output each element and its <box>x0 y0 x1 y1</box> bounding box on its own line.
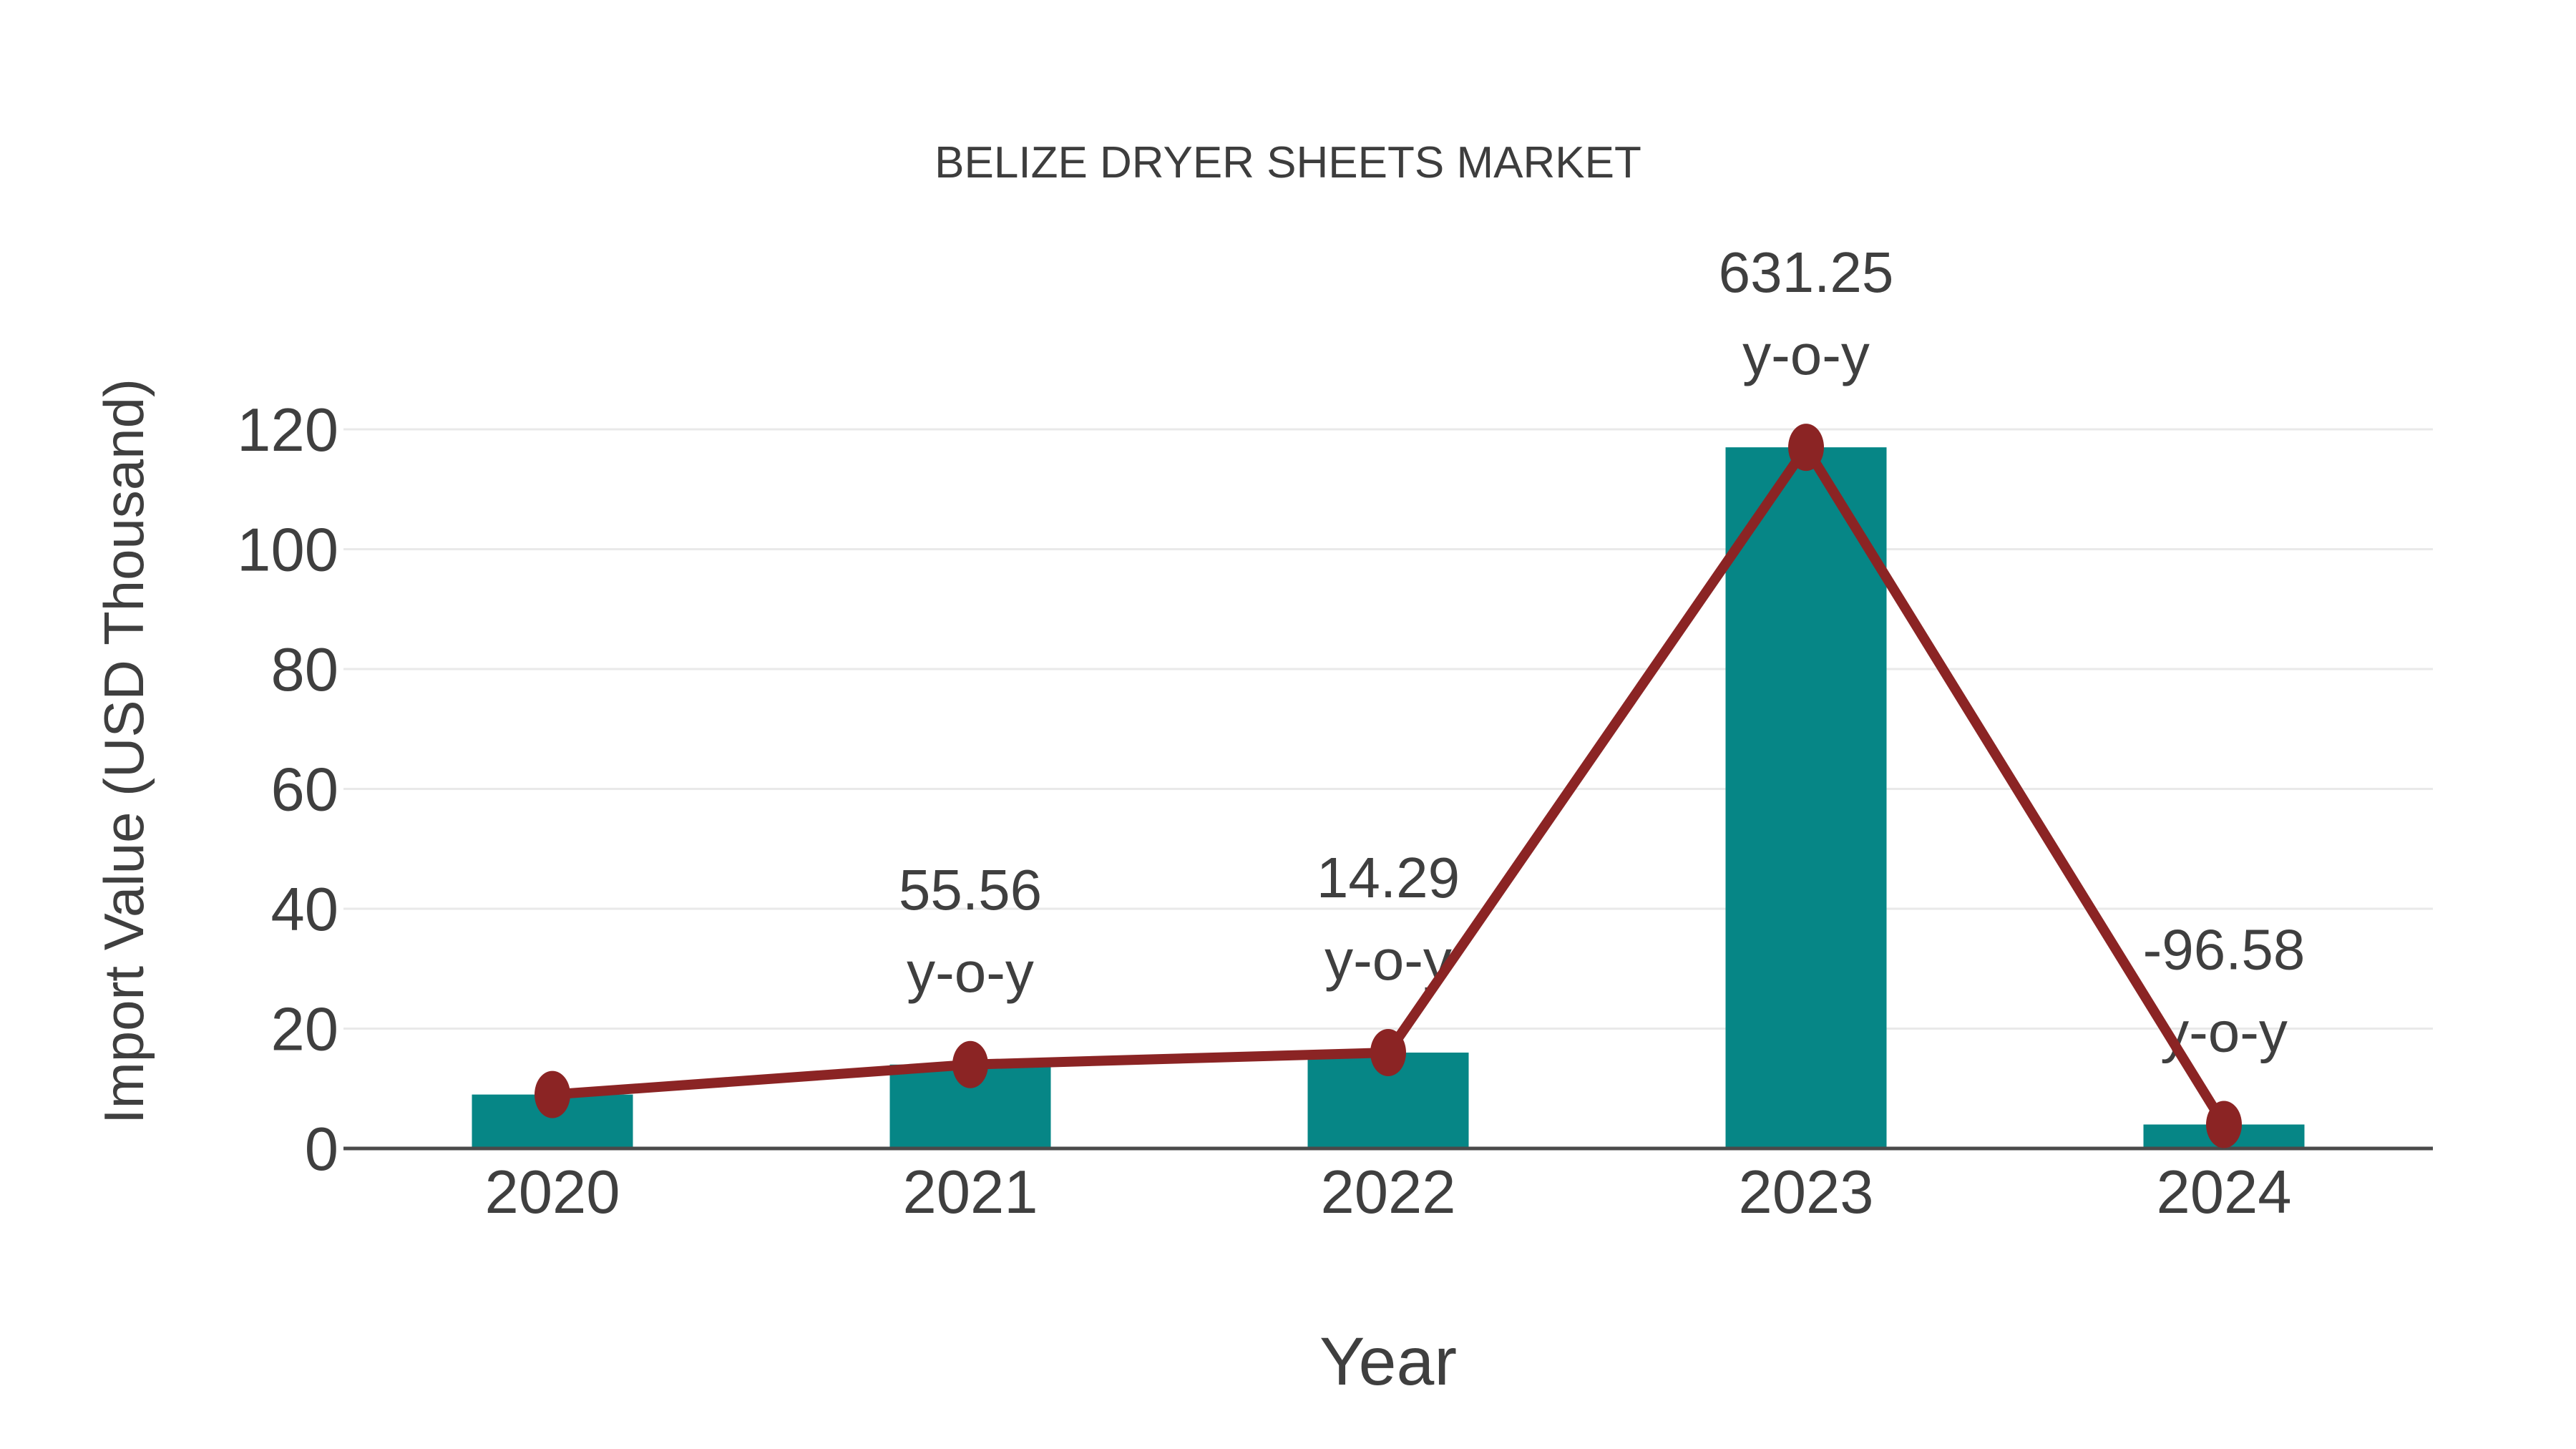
yoy-value-2023: 631.25 <box>1719 240 1894 304</box>
y-tick-label-120: 120 <box>237 396 338 464</box>
yoy-value-2024: -96.58 <box>2143 918 2306 982</box>
bar-2023 <box>1725 447 1887 1148</box>
data-point-2022 <box>1370 1029 1406 1076</box>
yoy-annotations: 55.56y-o-y14.29y-o-y631.25y-o-y-96.58y-o… <box>899 240 2306 1063</box>
data-point-2021 <box>952 1040 988 1088</box>
data-point-2023 <box>1788 424 1824 472</box>
y-axis-title: Import Value (USD Thousand) <box>92 379 155 1124</box>
x-tick-label-2023: 2023 <box>1738 1158 1873 1226</box>
yoy-value-2022: 14.29 <box>1317 846 1460 909</box>
yoy-suffix-2021: y-o-y <box>907 940 1034 1004</box>
yoy-value-2021: 55.56 <box>899 858 1042 922</box>
yoy-suffix-2023: y-o-y <box>1742 323 1870 386</box>
chart-title: BELIZE DRYER SHEETS MARKET <box>935 138 1641 187</box>
data-point-2024 <box>2206 1101 2242 1148</box>
data-point-2020 <box>535 1070 570 1118</box>
gridlines <box>343 428 2433 1030</box>
line-series <box>535 424 2242 1148</box>
y-tick-label-80: 80 <box>270 636 338 704</box>
x-tick-label-2024: 2024 <box>2156 1158 2291 1226</box>
y-tick-label-60: 60 <box>270 756 338 824</box>
y-tick-label-100: 100 <box>237 517 338 585</box>
y-tick-label-0: 0 <box>305 1116 338 1184</box>
x-axis-tick-labels: 2020 2021 2022 2023 2024 <box>484 1158 2291 1226</box>
y-axis-tick-labels: 0 20 40 60 80 100 120 <box>237 396 338 1184</box>
y-tick-label-20: 20 <box>270 996 338 1064</box>
yoy-suffix-2022: y-o-y <box>1324 928 1452 992</box>
x-tick-label-2021: 2021 <box>902 1158 1038 1226</box>
x-tick-label-2020: 2020 <box>484 1158 620 1226</box>
x-axis-title: Year <box>1319 1324 1457 1400</box>
x-tick-label-2022: 2022 <box>1320 1158 1455 1226</box>
y-tick-label-40: 40 <box>270 876 338 944</box>
